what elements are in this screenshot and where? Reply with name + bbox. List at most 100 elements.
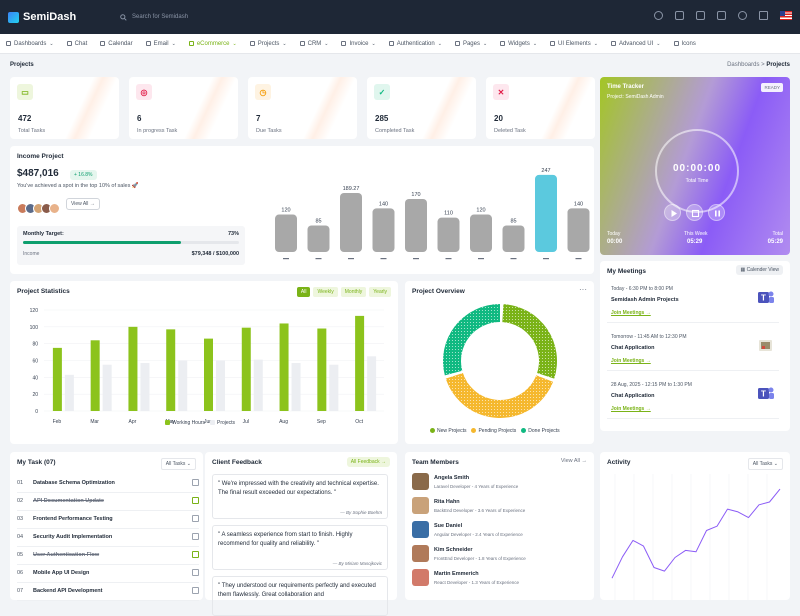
nav-item-9[interactable]: Pages ⌄ bbox=[454, 41, 487, 47]
notification-icon[interactable] bbox=[717, 11, 726, 20]
nav-item-13[interactable]: Icons bbox=[673, 41, 696, 47]
nav-item-0[interactable]: Dashboards ⌄ bbox=[6, 41, 54, 47]
search-box[interactable]: Search for Semidash bbox=[120, 13, 189, 21]
statistics-bar-chart: 0 20 40 60 80 100 120 Feb Mar Apr May Jun Jul Aug Sep O… bbox=[30, 308, 384, 425]
nav-item-1[interactable]: Chat bbox=[66, 41, 87, 47]
join-meeting-link[interactable]: Join Meetings → bbox=[611, 358, 651, 364]
income-tick bbox=[315, 258, 322, 260]
nav-item-10[interactable]: Widgets ⌄ bbox=[500, 41, 537, 47]
tab-weekly[interactable]: Weekly bbox=[313, 287, 338, 297]
task-checkbox[interactable] bbox=[192, 515, 199, 522]
income-bar[interactable] bbox=[535, 174, 557, 252]
nav-item-6[interactable]: CRM ⌄ bbox=[299, 41, 328, 47]
apps-icon[interactable] bbox=[675, 11, 684, 20]
working-hours-bar[interactable] bbox=[279, 323, 289, 411]
working-hours-bar[interactable] bbox=[317, 328, 327, 411]
projects-bar[interactable] bbox=[102, 364, 112, 411]
nav-item-7[interactable]: Invoice ⌄ bbox=[341, 40, 376, 47]
join-meeting-link[interactable]: Join Meetings → bbox=[611, 406, 651, 412]
avatar[interactable] bbox=[49, 203, 60, 214]
team-member[interactable]: Rita Hahn BackEnd Developer - 3.6 Years o… bbox=[412, 496, 588, 520]
tab-monthly[interactable]: Monthly bbox=[340, 287, 367, 297]
team-member[interactable]: Martin Emmerich React Developer - 1.3 Yea… bbox=[412, 568, 588, 592]
working-hours-bar[interactable] bbox=[90, 340, 100, 411]
logo[interactable]: SemiDash bbox=[8, 11, 108, 23]
projects-bar[interactable] bbox=[253, 359, 263, 411]
nav-item-2[interactable]: Calendar bbox=[100, 41, 133, 47]
view-all-button[interactable]: View All → bbox=[66, 198, 100, 210]
working-hours-bar[interactable] bbox=[204, 338, 213, 411]
projects-bar[interactable] bbox=[367, 356, 377, 411]
nav-item-3[interactable]: Email ⌄ bbox=[145, 41, 176, 47]
projects-bar[interactable] bbox=[64, 374, 74, 411]
team-view-all-link[interactable]: View All → bbox=[560, 458, 587, 464]
more-options-icon[interactable]: ··· bbox=[579, 285, 587, 294]
income-bar[interactable] bbox=[307, 225, 330, 252]
task-filter-select[interactable]: All Tasks ⌄ bbox=[160, 458, 196, 470]
stat-card: ◷ 7 Due Tasks bbox=[248, 77, 357, 139]
projects-bar[interactable] bbox=[291, 363, 301, 411]
task-checkbox[interactable] bbox=[192, 479, 199, 486]
task-checkbox[interactable] bbox=[192, 533, 199, 540]
income-bar[interactable] bbox=[567, 208, 590, 252]
projects-bar[interactable] bbox=[329, 364, 339, 411]
feedback-author: — By Sophie Boehm bbox=[340, 510, 382, 515]
working-hours-bar[interactable] bbox=[166, 329, 176, 411]
income-bar[interactable] bbox=[502, 225, 525, 252]
projects-bar[interactable] bbox=[178, 360, 188, 412]
y-tick-label: 60 bbox=[32, 359, 38, 365]
calendar-view-button[interactable]: ▦ Calender View bbox=[736, 265, 783, 275]
meeting-name: Chat Application bbox=[611, 393, 655, 399]
task-checkbox[interactable] bbox=[192, 551, 199, 558]
stat-card: ◎ 6 In progress Task bbox=[129, 77, 238, 139]
task-row: 03 Frontend Performance Testing bbox=[17, 511, 199, 529]
working-hours-bar[interactable] bbox=[355, 315, 365, 411]
income-bar[interactable] bbox=[372, 208, 395, 252]
avatar-group bbox=[17, 203, 60, 214]
nav-item-5[interactable]: Projects ⌄ bbox=[249, 41, 287, 47]
avatar bbox=[412, 569, 429, 586]
projects-bar[interactable] bbox=[216, 360, 225, 412]
task-checkbox[interactable] bbox=[192, 587, 199, 594]
task-checkbox[interactable] bbox=[192, 497, 199, 504]
team-member[interactable]: Angela Smith Laravel Developer - 4 Years … bbox=[412, 472, 588, 496]
nav-item-8[interactable]: Authentication ⌄ bbox=[388, 41, 442, 47]
theme-toggle-icon[interactable] bbox=[738, 11, 747, 20]
pause-button[interactable] bbox=[708, 204, 725, 221]
income-bar[interactable] bbox=[405, 198, 427, 252]
working-hours-bar[interactable] bbox=[241, 327, 251, 411]
tab-all[interactable]: All bbox=[296, 287, 311, 297]
nav-item-11[interactable]: UI Elements ⌄ bbox=[550, 41, 598, 47]
tab-yearly[interactable]: Yearly bbox=[369, 287, 391, 297]
income-bar[interactable] bbox=[470, 214, 492, 252]
team-member[interactable]: Sue Daniel Angular Developer - 2.4 Years … bbox=[412, 520, 588, 544]
feedback-author: — By Miriam Masojkovic bbox=[332, 561, 382, 566]
breadcrumb-parent[interactable]: Dashboards bbox=[727, 62, 760, 68]
settings-icon[interactable] bbox=[654, 11, 663, 20]
all-feedback-button[interactable]: All Feedback → bbox=[346, 457, 390, 467]
meeting-name: Chat Application bbox=[611, 345, 655, 351]
income-bar[interactable] bbox=[275, 214, 297, 252]
activity-filter-select[interactable]: All Tasks ⌄ bbox=[747, 458, 783, 470]
join-meeting-link[interactable]: Join Meetings → bbox=[611, 310, 651, 316]
nav-item-12[interactable]: Advanced UI ⌄ bbox=[610, 41, 661, 47]
nav-icon bbox=[66, 41, 72, 46]
meetings-title: My Meetings bbox=[607, 268, 647, 275]
working-hours-bar[interactable] bbox=[128, 326, 138, 411]
team-member[interactable]: Kim Schneider FrontEnd Developer - 1.8 Ye… bbox=[412, 544, 588, 568]
stop-button[interactable] bbox=[686, 204, 703, 221]
x-tick-label: Jul bbox=[243, 419, 249, 425]
fullscreen-icon[interactable] bbox=[696, 11, 705, 20]
income-bar[interactable] bbox=[437, 217, 460, 252]
play-button[interactable] bbox=[664, 204, 681, 221]
task-checkbox[interactable] bbox=[192, 569, 199, 576]
us-flag-icon[interactable] bbox=[780, 11, 792, 20]
income-bar[interactable] bbox=[340, 192, 362, 252]
nav-item-4[interactable]: eCommerce ⌄ bbox=[188, 41, 237, 47]
search-input[interactable]: Search for Semidash bbox=[132, 14, 189, 20]
window-icon[interactable] bbox=[759, 11, 768, 20]
today-label: Today bbox=[607, 231, 621, 237]
chevron-down-icon: ⌄ bbox=[371, 40, 376, 47]
projects-bar[interactable] bbox=[140, 363, 150, 411]
working-hours-bar[interactable] bbox=[52, 347, 62, 411]
